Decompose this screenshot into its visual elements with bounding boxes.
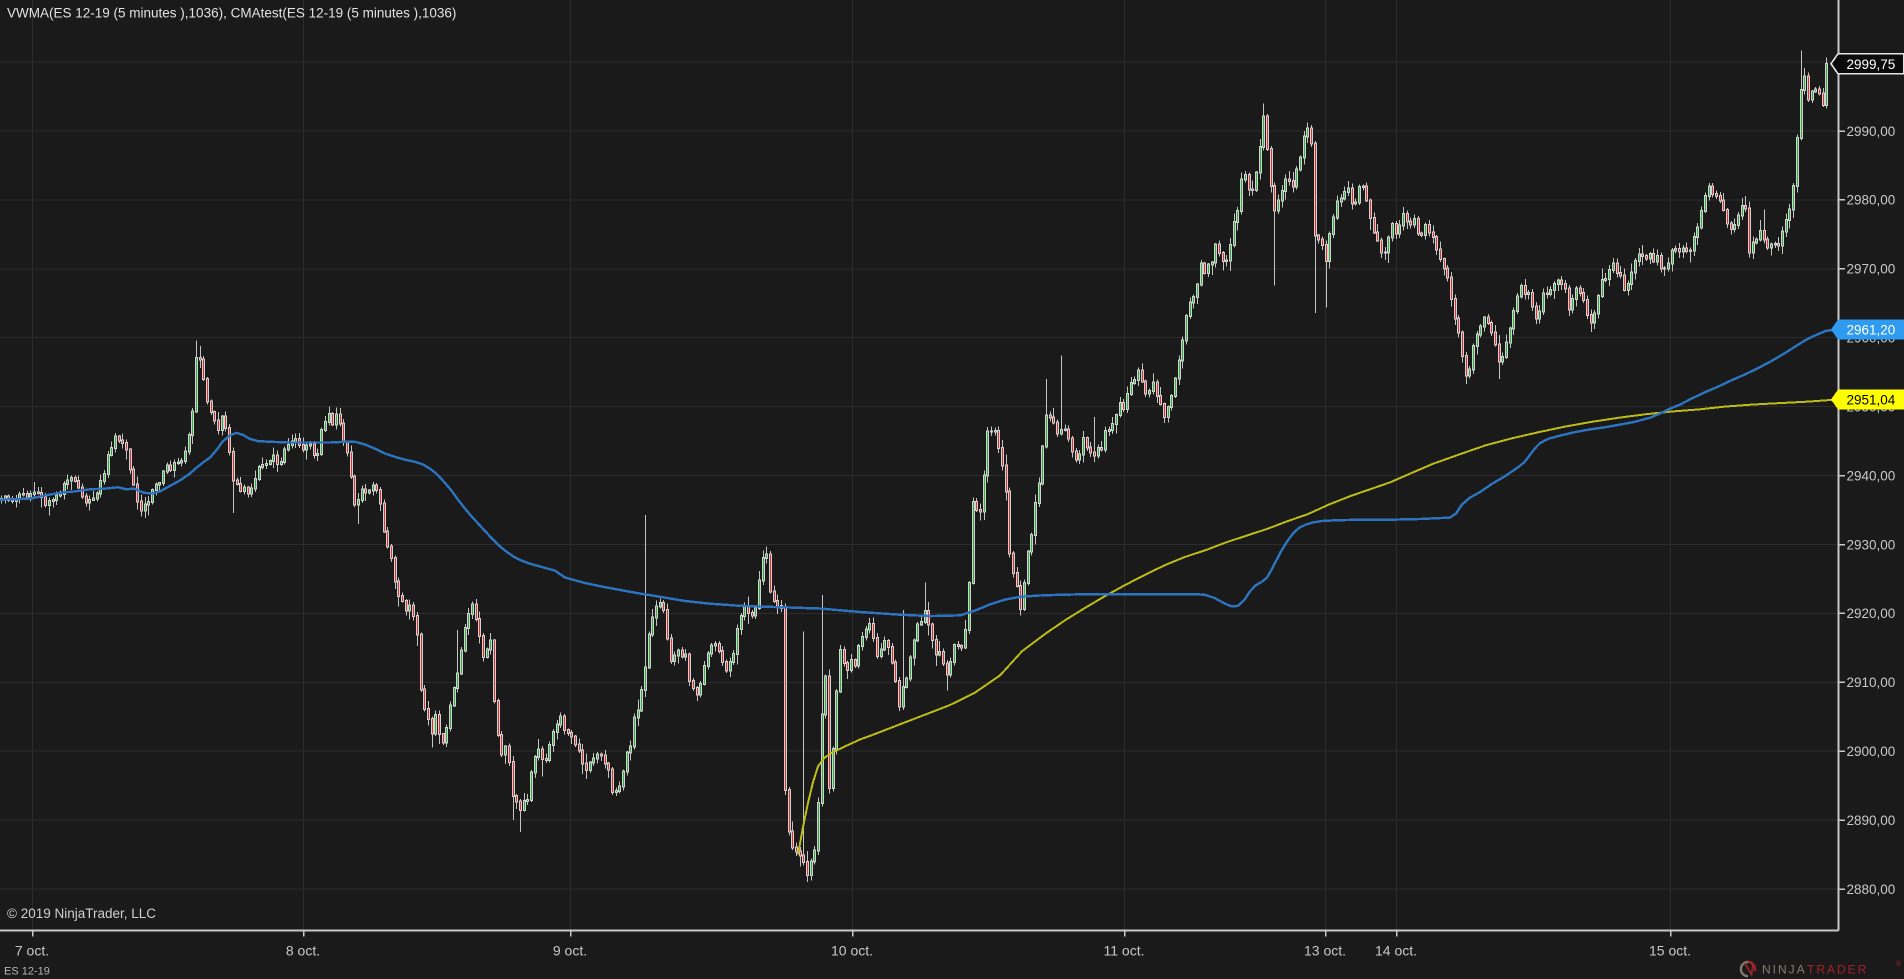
- svg-text:®: ®: [1896, 960, 1902, 968]
- svg-text:2951,04: 2951,04: [1847, 393, 1896, 408]
- svg-text:© 2019 NinjaTrader, LLC: © 2019 NinjaTrader, LLC: [7, 906, 156, 921]
- svg-text:7 oct.: 7 oct.: [15, 943, 49, 959]
- svg-text:2890,00: 2890,00: [1847, 813, 1896, 828]
- svg-text:2961,20: 2961,20: [1847, 323, 1896, 338]
- svg-text:NINJA: NINJA: [1762, 963, 1807, 977]
- svg-text:2980,00: 2980,00: [1847, 193, 1896, 208]
- svg-text:VWMA(ES 12-19 (5 minutes ),103: VWMA(ES 12-19 (5 minutes ),1036), CMAtes…: [7, 6, 456, 21]
- svg-text:2910,00: 2910,00: [1847, 675, 1896, 690]
- svg-text:9 oct.: 9 oct.: [553, 943, 587, 959]
- svg-text:2970,00: 2970,00: [1847, 262, 1896, 277]
- svg-text:2880,00: 2880,00: [1847, 882, 1896, 897]
- svg-text:2999,75: 2999,75: [1847, 57, 1896, 72]
- svg-text:15 oct.: 15 oct.: [1649, 943, 1691, 959]
- svg-text:10 oct.: 10 oct.: [831, 943, 873, 959]
- svg-text:14 oct.: 14 oct.: [1375, 943, 1417, 959]
- svg-text:2900,00: 2900,00: [1847, 744, 1896, 759]
- svg-text:8 oct.: 8 oct.: [286, 943, 320, 959]
- svg-text:TRADER: TRADER: [1807, 963, 1868, 977]
- svg-text:13 oct.: 13 oct.: [1304, 943, 1346, 959]
- svg-text:2990,00: 2990,00: [1847, 124, 1896, 139]
- svg-text:2940,00: 2940,00: [1847, 468, 1896, 483]
- svg-text:11 oct.: 11 oct.: [1104, 943, 1145, 959]
- svg-text:2920,00: 2920,00: [1847, 606, 1896, 621]
- svg-text:2930,00: 2930,00: [1847, 537, 1896, 552]
- svg-text:ES 12-19: ES 12-19: [4, 966, 50, 978]
